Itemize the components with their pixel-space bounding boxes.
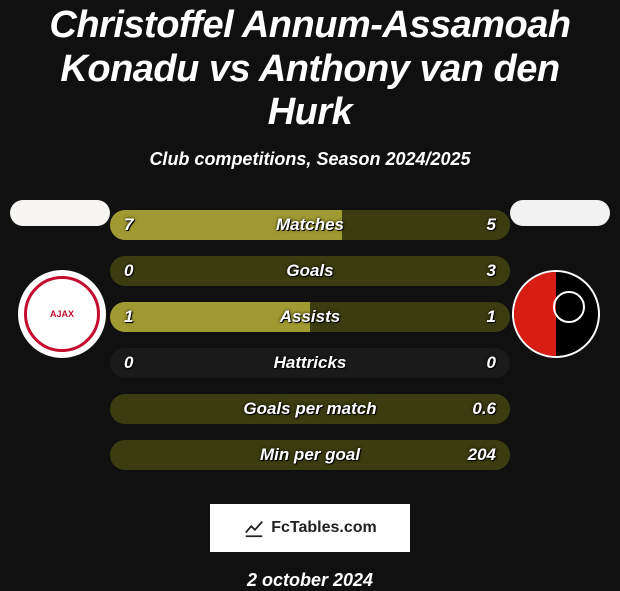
bar-row: 00Hattricks [110,348,510,378]
player-pill-right [510,200,610,226]
bar-label: Min per goal [110,440,510,470]
bar-label: Assists [110,302,510,332]
bar-label: Matches [110,210,510,240]
bar-label: Goals [110,256,510,286]
watermark-text: FcTables.com [271,519,377,537]
bar-row: 11Assists [110,302,510,332]
ajax-badge: AJAX [18,270,106,358]
bar-row: 03Goals [110,256,510,286]
bar-row: 75Matches [110,210,510,240]
bar-label: Goals per match [110,394,510,424]
player-pill-left [10,200,110,226]
bar-row: 204Min per goal [110,440,510,470]
chart-icon [243,517,265,539]
ajax-badge-text: AJAX [50,309,74,319]
helmond-badge [512,270,600,358]
bar-label: Hattricks [110,348,510,378]
bar-row: 0.6Goals per match [110,394,510,424]
bars-container: 75Matches 03Goals 11Assists 00Hattricks 0.6G… [110,194,510,486]
comparison-chart: AJAX 75Matches 03Goals 11Assists 00Hattrick… [0,200,620,480]
subtitle: Club competitions, Season 2024/2025 [0,149,620,170]
date-label: 2 october 2024 [0,570,620,591]
page-title: Christoffel Annum-Assamoah Konadu vs Ant… [0,0,620,135]
ajax-badge-inner: AJAX [24,276,100,352]
fctables-watermark: FcTables.com [210,504,410,552]
